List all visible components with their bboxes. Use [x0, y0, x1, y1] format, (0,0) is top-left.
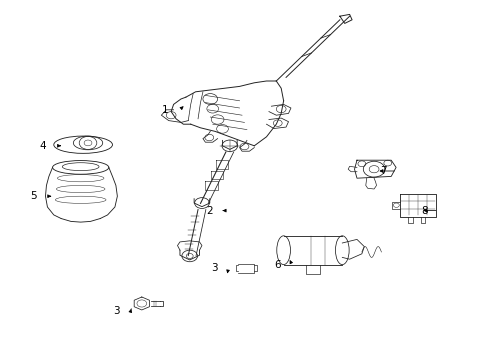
Text: 3: 3 — [210, 263, 217, 273]
Text: 2: 2 — [205, 206, 212, 216]
Text: 7: 7 — [379, 166, 386, 176]
Text: 3: 3 — [113, 306, 120, 316]
Text: 1: 1 — [162, 105, 168, 115]
Text: 5: 5 — [30, 191, 37, 201]
Text: 4: 4 — [40, 141, 46, 151]
Text: 6: 6 — [274, 260, 281, 270]
Text: 8: 8 — [420, 206, 427, 216]
